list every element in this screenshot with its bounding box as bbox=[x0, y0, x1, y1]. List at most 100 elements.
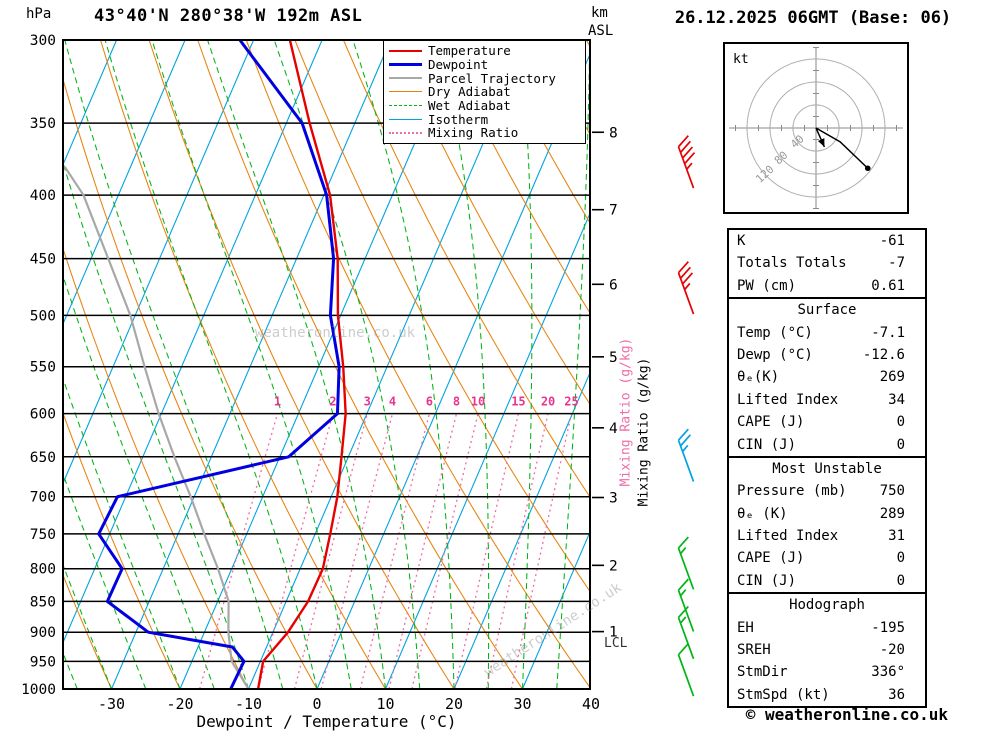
table-row: SREH -20 bbox=[729, 639, 925, 661]
wind-barb bbox=[677, 135, 696, 189]
table-row: EH -195 bbox=[729, 617, 925, 639]
table-row-label: PW (cm) bbox=[737, 277, 797, 294]
run-date-title: 26.12.2025 06GMT (Base: 06) bbox=[674, 8, 952, 28]
svg-text:8: 8 bbox=[453, 395, 460, 409]
table-row-value: -61 bbox=[879, 233, 905, 249]
altitude-axis-unit-asl: ASL bbox=[588, 23, 614, 39]
table-row-label: CAPE (J) bbox=[737, 414, 805, 431]
table-row: StmDir 336° bbox=[729, 661, 925, 683]
table-row: Lifted Index 31 bbox=[729, 525, 925, 547]
legend-item-wet-adiabat: Wet Adiabat bbox=[389, 98, 585, 114]
pressure-axis-unit: hPa bbox=[26, 6, 52, 22]
temperature-line bbox=[256, 40, 347, 689]
table-row: Dewp (°C) -12.6 bbox=[729, 344, 925, 366]
legend-line-sample bbox=[389, 105, 422, 107]
svg-text:3: 3 bbox=[364, 395, 371, 409]
x-axis-label: Dewpoint / Temperature (°C) bbox=[196, 712, 457, 731]
wind-barb bbox=[677, 578, 695, 632]
table-row: Lifted Index 34 bbox=[729, 389, 925, 411]
svg-text:800: 800 bbox=[30, 562, 56, 578]
table-row: CIN (J) 0 bbox=[729, 570, 925, 592]
table-row-label: Lifted Index bbox=[737, 528, 839, 545]
hodograph-ring bbox=[792, 104, 840, 152]
table-row-label: CIN (J) bbox=[737, 572, 797, 589]
svg-text:350: 350 bbox=[30, 116, 56, 132]
svg-text:25: 25 bbox=[564, 395, 578, 409]
svg-text:15: 15 bbox=[511, 395, 525, 409]
mixing-ratio-axis-label-pink: Mixing Ratio (g/kg) bbox=[618, 337, 634, 487]
wind-barb bbox=[677, 605, 695, 660]
svg-text:2: 2 bbox=[329, 395, 336, 409]
legend-item-isotherm: Isotherm bbox=[389, 111, 585, 127]
svg-text:-30: -30 bbox=[98, 695, 125, 713]
table-row-label: CIN (J) bbox=[737, 436, 797, 453]
table-row: StmSpd (kt) 36 bbox=[729, 684, 925, 706]
table-row: Temp (°C) -7.1 bbox=[729, 322, 925, 344]
svg-text:2: 2 bbox=[609, 558, 618, 574]
watermark-text: weatheronline.co.uk bbox=[254, 325, 416, 341]
wind-barb bbox=[677, 428, 695, 482]
svg-text:900: 900 bbox=[30, 625, 56, 641]
hodograph-ring bbox=[746, 58, 886, 198]
table-row-value: 0 bbox=[896, 572, 905, 589]
table-row-value: 336° bbox=[871, 664, 905, 681]
table-row-value: 750 bbox=[879, 483, 905, 500]
svg-text:-10: -10 bbox=[235, 695, 262, 713]
legend-line-sample bbox=[389, 118, 422, 120]
svg-text:6: 6 bbox=[426, 395, 433, 409]
legend-line-sample bbox=[389, 63, 422, 67]
altitude-axis-unit-km: km bbox=[591, 5, 608, 21]
legend-item-label: Wet Adiabat bbox=[428, 98, 511, 114]
svg-text:30: 30 bbox=[513, 695, 531, 713]
svg-text:650: 650 bbox=[30, 450, 56, 466]
table-row-value: 0 bbox=[896, 550, 905, 567]
table-section-header: Most Unstable bbox=[772, 460, 882, 477]
legend-item-label: Isotherm bbox=[428, 111, 489, 127]
svg-text:400: 400 bbox=[30, 188, 56, 204]
svg-text:7: 7 bbox=[609, 203, 618, 219]
copyright: © weatheronline.co.uk bbox=[745, 705, 948, 724]
table-row: θₑ(K) 269 bbox=[729, 366, 925, 388]
hodograph-border bbox=[723, 42, 909, 214]
svg-text:1000: 1000 bbox=[21, 682, 56, 698]
wind-barb bbox=[677, 643, 695, 697]
legend-item-label: Temperature bbox=[428, 43, 511, 59]
table-row-label: K bbox=[737, 233, 746, 249]
table-row-label: Dewp (°C) bbox=[737, 346, 813, 363]
legend-item-dry-adiabat: Dry Adiabat bbox=[389, 84, 585, 100]
table-row-value: -20 bbox=[879, 642, 905, 659]
wind-barbs bbox=[677, 135, 696, 697]
skewt-chart: 3003504004505005506006507007508008509009… bbox=[21, 33, 696, 713]
svg-text:5: 5 bbox=[609, 350, 618, 366]
legend-item-temperature: Temperature bbox=[389, 43, 585, 59]
svg-text:600: 600 bbox=[30, 407, 56, 423]
svg-text:950: 950 bbox=[30, 654, 56, 670]
table-row: K -61 bbox=[729, 230, 925, 252]
table-row-value: 36 bbox=[888, 686, 905, 703]
mixing-ratio-lines bbox=[199, 413, 573, 689]
table-row-value: 31 bbox=[888, 528, 905, 545]
legend-item-label: Dewpoint bbox=[428, 57, 489, 73]
table-row-label: EH bbox=[737, 619, 754, 636]
parcel-trajectory-line bbox=[64, 166, 250, 689]
table-row-value: -7 bbox=[888, 255, 905, 272]
legend-line-sample bbox=[389, 49, 422, 52]
table-row-label: θₑ (K) bbox=[737, 505, 788, 522]
svg-text:300: 300 bbox=[30, 33, 56, 49]
hodograph-unit-label: kt bbox=[733, 52, 749, 67]
table-row: θₑ (K) 289 bbox=[729, 503, 925, 525]
hodograph-trace bbox=[815, 127, 869, 169]
legend-item-label: Dry Adiabat bbox=[428, 84, 511, 100]
table-row: CAPE (J) 0 bbox=[729, 547, 925, 569]
table-row-value: -12.6 bbox=[862, 346, 905, 363]
svg-text:500: 500 bbox=[30, 308, 56, 324]
isotherm-lines bbox=[63, 40, 590, 689]
altitude-axis-ticks: 1 2 3 4 5 6 7 8 bbox=[592, 125, 618, 641]
svg-text:8: 8 bbox=[609, 125, 618, 141]
hodograph-ring bbox=[769, 81, 863, 175]
table-row: PW (cm) 0.61 bbox=[729, 275, 925, 297]
svg-text:4: 4 bbox=[389, 395, 396, 409]
svg-text:10: 10 bbox=[376, 695, 394, 713]
